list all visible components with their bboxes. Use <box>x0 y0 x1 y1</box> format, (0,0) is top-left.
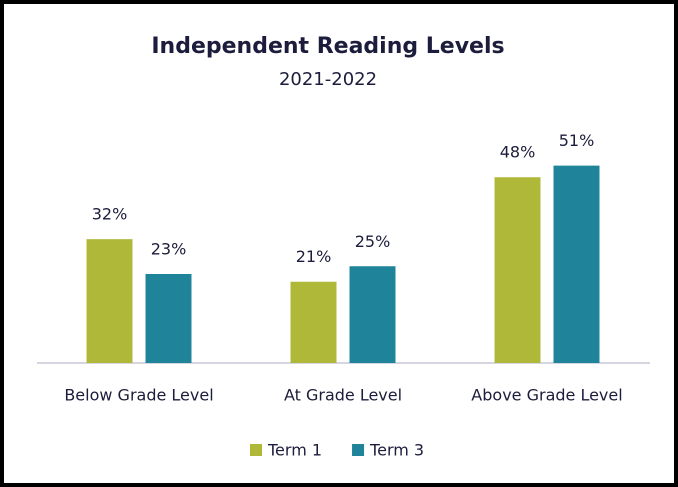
bar <box>494 177 541 363</box>
bar <box>145 273 192 363</box>
x-tick-label: At Grade Level <box>284 386 402 405</box>
bar <box>86 239 133 363</box>
data-label: 48% <box>500 143 536 162</box>
data-label: 51% <box>559 131 595 150</box>
data-label: 21% <box>296 247 332 266</box>
legend-label: Term 1 <box>267 441 322 460</box>
data-label: 32% <box>92 205 128 224</box>
bar <box>553 165 600 363</box>
data-label: 25% <box>355 232 391 251</box>
data-label: 23% <box>151 239 187 258</box>
legend-swatch <box>352 444 365 456</box>
chart-title: Independent Reading Levels <box>151 34 504 59</box>
chart-subtitle: 2021-2022 <box>279 69 377 90</box>
legend-swatch <box>250 444 262 456</box>
bar <box>349 266 396 363</box>
bar <box>290 281 337 363</box>
x-tick-label: Below Grade Level <box>64 386 213 405</box>
legend-label: Term 3 <box>369 441 424 460</box>
x-tick-label: Above Grade Level <box>471 386 622 405</box>
